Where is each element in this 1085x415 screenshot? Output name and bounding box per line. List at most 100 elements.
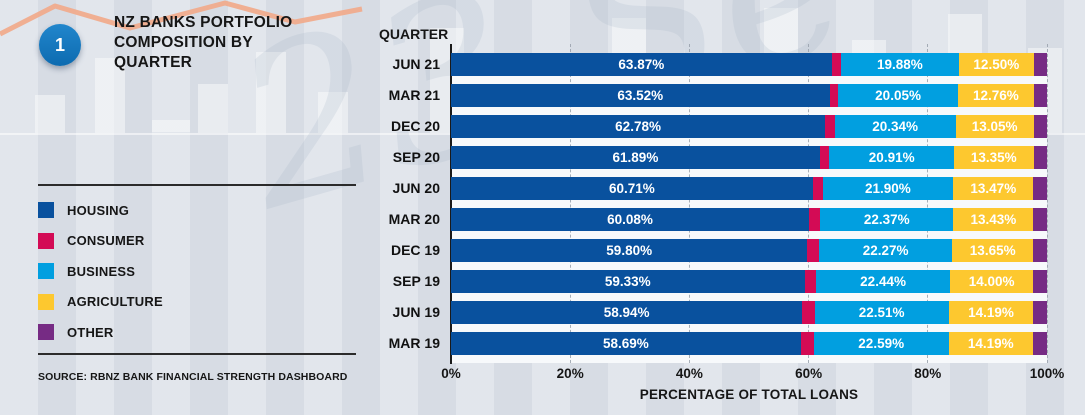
bar-value-label: 14.00% xyxy=(968,274,1015,289)
bar-segment-business: 22.27% xyxy=(819,239,953,262)
bar-value-label: 13.47% xyxy=(970,181,1017,196)
bar-value-label: 14.19% xyxy=(968,305,1014,320)
bar-segment-housing: 60.71% xyxy=(451,177,813,200)
row-label: SEP 19 xyxy=(392,273,440,289)
bar-value-label: 62.78% xyxy=(615,119,661,134)
bar-value-label: 22.59% xyxy=(858,336,905,351)
row-label: JUN 21 xyxy=(392,56,440,72)
bar-row: 60.71% 21.90% 13.47% xyxy=(451,177,1047,200)
bar-segment-consumer xyxy=(831,53,841,76)
bar-row: 61.89% 20.91% 13.35% xyxy=(451,146,1047,169)
chart-title: NZ BANKS PORTFOLIO COMPOSITION BY QUARTE… xyxy=(114,14,293,72)
bar-segment-consumer xyxy=(800,332,814,355)
bar-value-label: 63.87% xyxy=(618,57,665,72)
legend-swatch xyxy=(38,232,54,249)
bar-segment-housing: 63.87% xyxy=(451,53,832,76)
bar-segment-other xyxy=(1033,84,1047,107)
source-note: SOURCE: RBNZ BANK FINANCIAL STRENGTH DAS… xyxy=(38,371,348,383)
bar-row: 62.78% 20.34% 13.05% xyxy=(451,115,1047,138)
bar-segment-other xyxy=(1033,115,1047,138)
x-tick-label: 20% xyxy=(556,366,584,381)
row-label: SEP 20 xyxy=(392,149,440,165)
bar-segment-business: 22.51% xyxy=(814,301,949,324)
bar-value-label: 20.34% xyxy=(872,119,919,134)
bar-segment-agriculture: 12.50% xyxy=(959,53,1034,76)
gridline xyxy=(1046,44,1048,363)
bar-segment-other xyxy=(1033,208,1047,231)
legend-label: CONSUMER xyxy=(67,233,145,249)
bar-row: 59.33% 22.44% 14.00% xyxy=(451,270,1047,293)
legend: HOUSING CONSUMER BUSINESS AGRICULTURE OTHER xyxy=(38,195,356,348)
bar-value-label: 22.44% xyxy=(860,274,906,289)
bar-value-label: 14.19% xyxy=(967,336,1014,351)
row-label: DEC 19 xyxy=(390,242,440,258)
bar-segment-business: 20.05% xyxy=(838,84,958,107)
orange-trend-line-decoration xyxy=(0,0,363,37)
x-tick-label: 60% xyxy=(795,366,823,381)
bar-segment-business: 21.90% xyxy=(822,177,954,200)
bar-segment-consumer xyxy=(807,239,820,262)
x-tick-label: 0% xyxy=(441,366,461,381)
bar-value-label: 60.08% xyxy=(607,212,653,227)
bar-segment-business: 22.37% xyxy=(820,208,954,231)
gridline xyxy=(688,44,690,363)
bar-value-label: 12.50% xyxy=(973,57,1020,72)
bar-segment-consumer xyxy=(802,301,815,324)
y-axis-line xyxy=(450,44,452,364)
legend-swatch xyxy=(38,202,54,219)
bar-row: 63.87% 19.88% 12.50% xyxy=(451,53,1047,76)
bar-value-label: 60.71% xyxy=(609,181,655,196)
legend-swatch xyxy=(38,324,54,341)
bar-segment-housing: 59.33% xyxy=(451,270,805,293)
bar-segment-consumer xyxy=(812,177,823,200)
figure-number-badge: 1 xyxy=(39,24,81,66)
bar-segment-housing: 58.94% xyxy=(451,301,803,324)
bar-segment-agriculture: 13.43% xyxy=(953,208,1034,231)
bar-segment-consumer xyxy=(804,270,817,293)
legend-swatch xyxy=(38,263,54,280)
bar-segment-agriculture: 14.19% xyxy=(948,301,1034,324)
bar-segment-agriculture: 14.00% xyxy=(949,270,1034,293)
row-label: MAR 19 xyxy=(388,335,440,351)
bar-row: 58.69% 22.59% 14.19% xyxy=(451,332,1047,355)
bar-segment-agriculture: 12.76% xyxy=(957,84,1034,107)
bar-segment-agriculture: 13.05% xyxy=(955,115,1034,138)
legend-item: HOUSING xyxy=(38,195,356,226)
bar-row: 63.52% 20.05% 12.76% xyxy=(451,84,1047,107)
bar-value-label: 21.90% xyxy=(865,181,911,196)
legend-item: AGRICULTURE xyxy=(38,287,356,318)
bar-segment-consumer xyxy=(829,84,839,107)
bar-segment-consumer xyxy=(825,115,835,138)
row-label: MAR 21 xyxy=(388,87,440,103)
bar-segment-other xyxy=(1033,270,1047,293)
gridline xyxy=(927,44,929,363)
row-label: MAR 20 xyxy=(388,211,440,227)
bar-value-label: 59.33% xyxy=(604,274,651,289)
row-label: DEC 20 xyxy=(390,118,440,134)
row-label: JUN 19 xyxy=(392,304,440,320)
legend-label: BUSINESS xyxy=(67,263,136,279)
legend-item: OTHER xyxy=(38,317,356,348)
legend-label: OTHER xyxy=(67,324,114,340)
bar-segment-agriculture: 13.35% xyxy=(954,146,1034,169)
bar-segment-agriculture: 13.65% xyxy=(952,239,1034,262)
plot-area: 63.87% 19.88% 12.50% 63.52% 20.05% 12.76% 62.7… xyxy=(451,44,1048,363)
y-axis-title: QUARTER xyxy=(379,26,449,42)
bar-value-label: 61.89% xyxy=(612,150,659,165)
bar-segment-other xyxy=(1033,53,1047,76)
bar-segment-business: 22.44% xyxy=(816,270,950,293)
legend-bottom-rule xyxy=(38,353,356,355)
bar-segment-housing: 61.89% xyxy=(451,146,820,169)
bar-segment-other xyxy=(1033,301,1047,324)
bar-value-label: 20.05% xyxy=(875,88,921,103)
legend-label: AGRICULTURE xyxy=(67,294,163,310)
x-tick-label: 80% xyxy=(914,366,942,381)
bar-segment-housing: 62.78% xyxy=(451,115,826,138)
bar-value-label: 13.05% xyxy=(971,119,1018,134)
bar-value-label: 63.52% xyxy=(617,88,664,103)
bar-value-label: 19.88% xyxy=(876,57,923,72)
bar-segment-business: 19.88% xyxy=(840,53,960,76)
bar-value-label: 20.91% xyxy=(868,150,915,165)
bar-segment-business: 20.91% xyxy=(829,146,954,169)
